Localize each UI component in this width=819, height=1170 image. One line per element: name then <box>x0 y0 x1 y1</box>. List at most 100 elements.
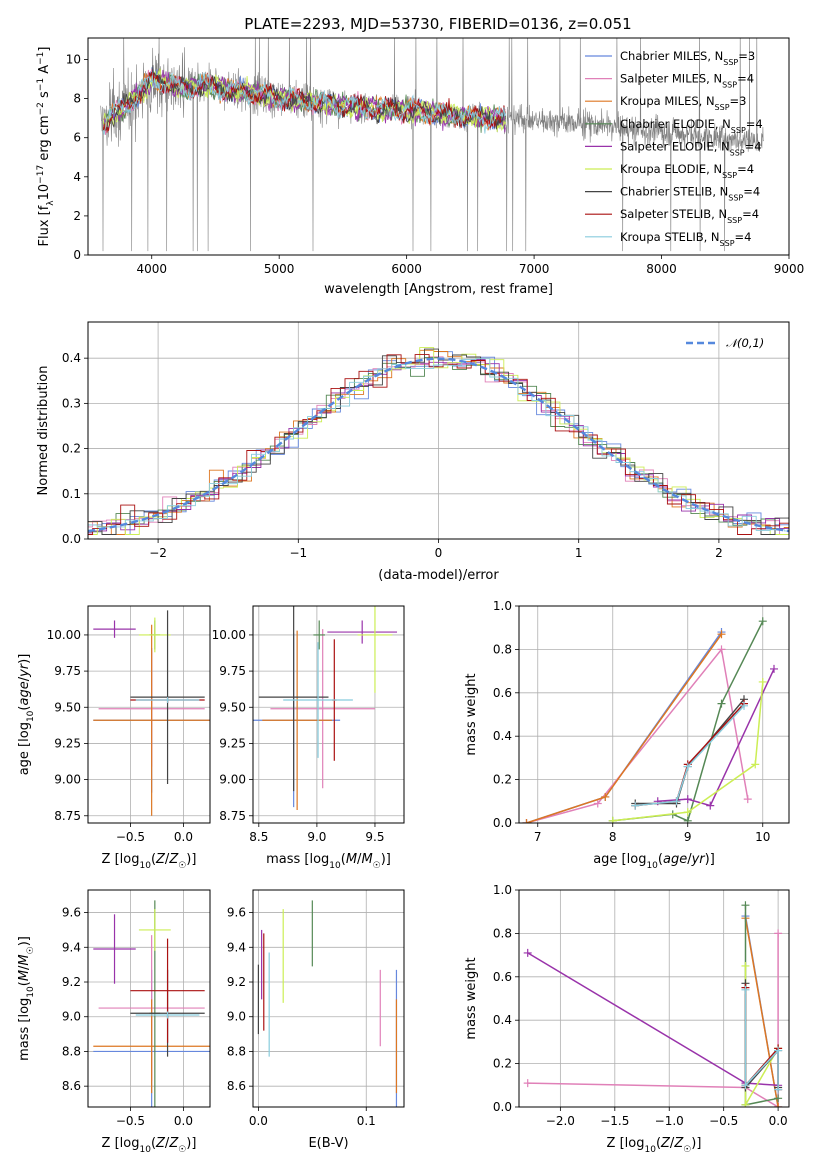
y-tick-label: 0.3 <box>62 396 81 410</box>
legend-entry: Salpeter STELIB, NSSP=4 <box>620 207 759 225</box>
y-axis-label: mass weight <box>464 673 479 755</box>
plot-layer: 4000 5000 6000 7000 8000 90000246810wavelengt… <box>17 37 804 1155</box>
y-tick-label: 8 <box>73 92 81 106</box>
y-tick-label: 8.6 <box>227 1079 246 1093</box>
weight-line-kroupa_elodie <box>612 681 764 822</box>
x-tick-label: −2.0 <box>546 1114 575 1128</box>
y-tick-label: 9.75 <box>54 664 81 678</box>
y-tick-label: 9.4 <box>227 940 246 954</box>
y-tick-label: 9.50 <box>219 700 246 714</box>
plot-area <box>253 606 398 810</box>
x-tick-label: 0.1 <box>357 1114 376 1128</box>
axes-frame <box>87 37 790 256</box>
x-axis-label: wavelength [Angstrom, rest frame] <box>324 282 553 297</box>
y-tick-label: 4 <box>73 170 81 184</box>
y-tick-label: 0.2 <box>62 442 81 456</box>
weight-marker-salpeter_elodie <box>683 795 692 804</box>
x-axis-label: Z [log10(Z/Z☉)] <box>102 1136 197 1155</box>
x-axis-label: Z [log10(Z/Z☉)] <box>102 852 197 871</box>
y-tick-label: 9.25 <box>219 736 246 750</box>
y-tick-label: 0.6 <box>493 686 512 700</box>
weight-marker-kroupa_stelib <box>631 801 640 810</box>
x-tick-label: 8.5 <box>249 830 268 844</box>
x-axis-label: (data-model)/error <box>378 568 499 583</box>
weight-marker-kroupa_stelib <box>774 1046 783 1055</box>
weight-marker-kroupa_miles <box>717 630 726 639</box>
x-tick-label: −1.5 <box>600 1114 629 1128</box>
panel-mass_age: 8.5 9.0 9.5 8.75 9.00 9.25 9.50 9.75 10.00 mass [… <box>212 605 405 871</box>
weight-marker-chabrier_elodie <box>741 901 750 910</box>
weight-line-kroupa_miles <box>526 633 723 823</box>
y-tick-label: 2 <box>73 209 81 223</box>
y-axis-label: age [log10(age/yr)] <box>17 654 36 776</box>
y-tick-label: 6 <box>73 131 81 145</box>
legend-entry: Chabrier STELIB, NSSP=4 <box>620 185 760 203</box>
x-tick-label: 2 <box>715 546 723 560</box>
x-axis-label: mass [log10(M/M☉)] <box>266 852 391 871</box>
weight-marker-kroupa_stelib <box>774 1085 783 1094</box>
weight-marker-chabrier_elodie <box>717 699 726 708</box>
y-tick-label: 10.00 <box>47 628 81 642</box>
x-tick-label: −2 <box>149 546 167 560</box>
x-tick-label: 7000 <box>519 262 550 276</box>
y-tick-label: 0 <box>73 248 81 262</box>
x-tick-label: 0.0 <box>769 1114 788 1128</box>
weight-marker-kroupa_elodie <box>608 816 617 823</box>
y-axis-label: mass [log10(M/M☉)] <box>17 936 36 1061</box>
y-tick-label: 0.0 <box>493 1100 512 1114</box>
legend-entry: 𝒩(0,1) <box>726 336 764 350</box>
legend-entry: Salpeter ELODIE, NSSP=4 <box>620 139 762 157</box>
model-spectrum-kroupa_stelib <box>102 72 506 135</box>
plot-area <box>93 610 210 816</box>
weight-marker-kroupa_stelib <box>683 762 692 771</box>
y-tick-label: 0.1 <box>62 487 81 501</box>
y-tick-label: 0.2 <box>493 1057 512 1071</box>
y-tick-label: 9.0 <box>62 1010 81 1024</box>
weight-line-salpeter_miles <box>526 647 749 823</box>
x-tick-label: 0 <box>435 546 443 560</box>
x-tick-label: 9.5 <box>365 830 384 844</box>
weight-marker-salpeter_elodie <box>706 801 715 810</box>
weight-marker-salpeter_miles <box>523 1079 532 1088</box>
panel-z_age: −0.5 0.0 8.75 9.00 9.25 9.50 9.75 10.00 Z [log10… <box>17 605 211 871</box>
axes-frame <box>518 889 790 1108</box>
x-tick-label: 6000 <box>391 262 422 276</box>
y-tick-label: 9.2 <box>62 975 81 989</box>
y-tick-label: 9.6 <box>62 906 81 920</box>
x-tick-label: −1 <box>289 546 307 560</box>
weight-marker-salpeter_elodie <box>523 948 532 957</box>
x-tick-label: −0.5 <box>116 830 145 844</box>
weight-marker-kroupa_miles <box>601 792 610 801</box>
panel-age_weight: 7 8 9 10 0.0 0.2 0.4 0.6 0.8 1.0 age [log10(age/yr… <box>464 599 790 871</box>
plot-area <box>100 38 764 252</box>
y-tick-label: 8.8 <box>227 1044 246 1058</box>
normal-curve <box>88 357 789 533</box>
y-tick-label: 0.0 <box>62 532 81 546</box>
y-tick-label: 9.00 <box>219 773 246 787</box>
legend-entry: Kroupa STELIB, NSSP=4 <box>620 230 751 248</box>
axes-frame <box>518 605 790 824</box>
y-axis-label: Flux [fλ10−17 erg cm−2 s−1 A−1] <box>36 47 56 247</box>
weight-marker-kroupa_elodie <box>683 808 692 817</box>
weight-line-chabrier_stelib <box>635 698 745 805</box>
y-tick-label: 0.8 <box>493 926 512 940</box>
y-tick-label: 1.0 <box>493 599 512 613</box>
y-axis-label: mass weight <box>464 957 479 1039</box>
y-tick-label: 9.2 <box>227 975 246 989</box>
y-tick-label: 0.4 <box>62 351 81 365</box>
x-axis-label: E(B-V) <box>308 1136 348 1151</box>
weight-marker-kroupa_elodie <box>751 760 760 769</box>
x-tick-label: −1.0 <box>655 1114 684 1128</box>
plot-area <box>88 347 789 535</box>
y-tick-label: 0.8 <box>493 642 512 656</box>
x-tick-label: 8 <box>609 830 617 844</box>
y-tick-label: 9.6 <box>227 906 246 920</box>
x-tick-label: −0.5 <box>116 1114 145 1128</box>
weight-line-kroupa_miles <box>744 918 779 1107</box>
weight-marker-kroupa_elodie <box>741 1100 750 1107</box>
y-tick-label: 8.6 <box>62 1079 81 1093</box>
residual-histogram-kroupa_miles <box>88 349 789 535</box>
weight-line-kroupa_stelib <box>744 989 779 1090</box>
axes-frame <box>87 605 211 824</box>
